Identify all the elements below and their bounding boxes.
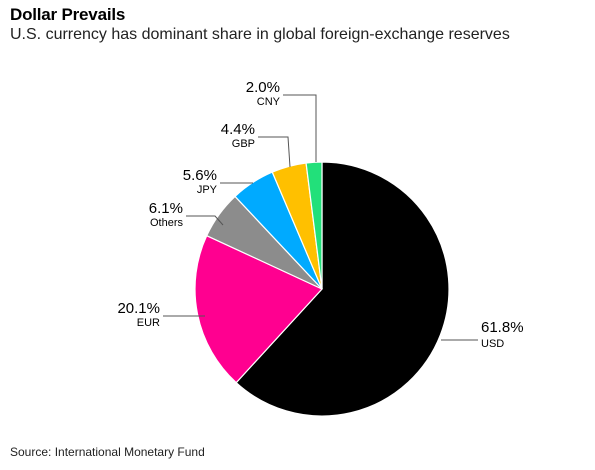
slice-value-usd: 61.8% [481, 319, 524, 336]
slice-label-jpy: JPY [197, 184, 218, 196]
pie-slices [194, 161, 450, 417]
slice-label-cny: CNY [257, 96, 281, 108]
source-note: Source: International Monetary Fund [10, 445, 205, 459]
leader-line-gbp [258, 136, 291, 168]
slice-label-eur: EUR [137, 317, 160, 329]
slice-value-cny: 2.0% [246, 79, 280, 96]
chart-subtitle: U.S. currency has dominant share in glob… [10, 26, 510, 43]
slice-value-others: 6.1% [149, 200, 183, 217]
pie-slice-cny [305, 161, 323, 290]
pie-slice-usd [235, 161, 450, 417]
leader-line-cny [283, 94, 317, 162]
leader-line-others [186, 215, 224, 226]
leader-lines [163, 94, 478, 341]
slice-label-gbp: GBP [232, 138, 255, 150]
slice-value-jpy: 5.6% [183, 167, 217, 184]
pie-slice-eur [194, 234, 323, 384]
slice-labels: 61.8% USD 20.1%EUR 6.1%Others 5.6%JPY 4.4%GBP… [117, 79, 523, 350]
slice-value-gbp: 4.4% [221, 121, 255, 138]
slice-label-usd: USD [481, 338, 504, 350]
slice-value-eur: 20.1% [117, 300, 160, 317]
chart-title: Dollar Prevails [10, 5, 126, 24]
slice-label-others: Others [150, 217, 184, 229]
